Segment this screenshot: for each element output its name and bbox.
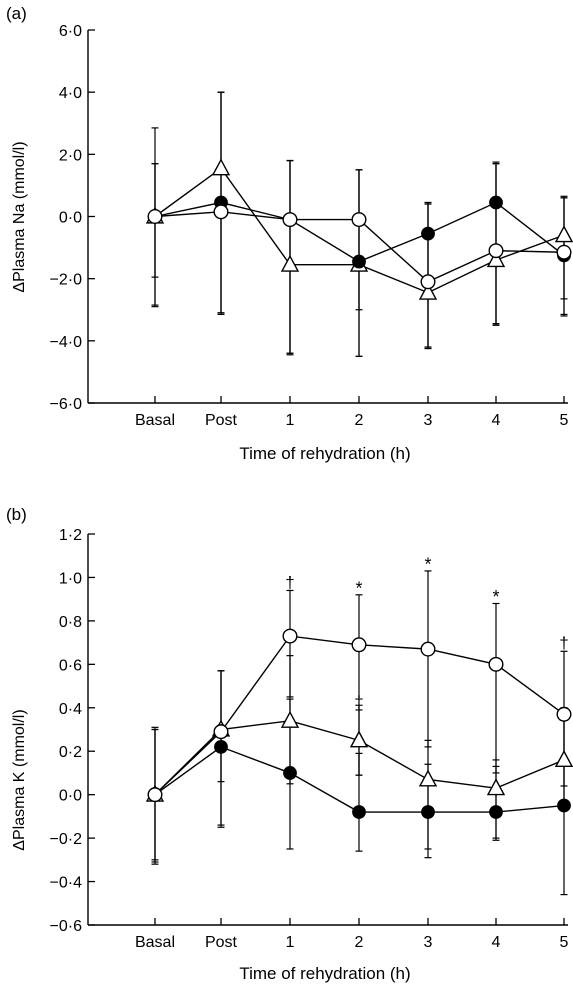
x-tick-label: 1	[286, 412, 295, 429]
significance-marker: †	[559, 634, 568, 653]
y-tick-label: −0·4	[50, 875, 83, 892]
y-tick-label: 0·0	[59, 788, 82, 805]
significance-marker: *	[424, 554, 431, 574]
data-point-filled-circle	[421, 805, 435, 819]
data-point-open-triangle	[486, 778, 506, 796]
data-point-open-triangle	[554, 225, 573, 243]
y-tick-label: 0·4	[59, 701, 82, 718]
data-point-open-triangle	[418, 282, 438, 300]
data-point-open-circle	[420, 641, 436, 657]
x-tick-label: 3	[424, 934, 433, 951]
panel-a-y-axis-title: ΔPlasma Na (mmol/l)	[11, 141, 28, 292]
x-tick-label: 4	[492, 934, 501, 951]
data-point-open-circle	[420, 274, 436, 290]
data-point-open-triangle	[211, 158, 231, 176]
data-point-open-triangle	[486, 250, 506, 268]
x-tick-label: Post	[205, 412, 238, 429]
x-tick-label: 3	[424, 412, 433, 429]
y-tick-label: −0·6	[50, 918, 83, 935]
panel-b-x-axis-title: Time of rehydration (h)	[239, 964, 410, 983]
y-tick-label: 1·0	[59, 570, 82, 587]
y-tick-label: 0·8	[59, 614, 82, 631]
significance-marker: ‡	[354, 692, 363, 711]
y-tick-label: 0·6	[59, 657, 82, 674]
data-point-open-circle	[556, 706, 572, 722]
x-tick-label: Basal	[135, 934, 175, 951]
x-tick-label: 2	[355, 934, 364, 951]
data-point-open-circle	[147, 208, 163, 224]
y-tick-label: 6·0	[59, 23, 82, 40]
y-tick-label: 2·0	[59, 147, 82, 164]
data-point-open-circle	[488, 243, 504, 259]
data-point-filled-circle	[489, 805, 503, 819]
panel-a-plot-area: −6·0 −4·0 −2·0 0·0 2·0 4·0 6·0 Basal Post 1 2 3 4 5	[50, 23, 573, 429]
x-tick-label: 5	[560, 934, 569, 951]
y-tick-label: −6·0	[50, 396, 83, 413]
data-point-open-circle	[488, 656, 504, 672]
panel-a-label: (a)	[6, 4, 27, 23]
significance-marker: *	[492, 587, 499, 607]
data-point-open-circle	[351, 212, 367, 228]
data-point-filled-circle	[352, 254, 366, 269]
data-point-open-circle	[147, 787, 163, 803]
data-point-filled-circle	[557, 798, 571, 813]
data-point-open-circle	[282, 212, 298, 228]
y-tick-label: 4·0	[59, 85, 82, 102]
y-tick-label: −4·0	[50, 334, 83, 351]
data-point-filled-circle	[489, 195, 503, 210]
y-tick-label: 0·0	[59, 210, 82, 227]
y-tick-label: 1·2	[59, 527, 82, 544]
data-point-open-circle	[351, 637, 367, 653]
data-point-open-triangle	[280, 710, 300, 728]
significance-marker: *	[355, 578, 362, 598]
panel-a: (a) ΔPlasma Na (mmol/l) Time of rehydrat…	[6, 4, 573, 463]
x-tick-label: 4	[492, 412, 501, 429]
data-point-open-triangle	[554, 749, 573, 767]
data-point-filled-circle	[283, 766, 297, 780]
x-tick-label: Post	[205, 934, 238, 951]
data-point-open-circle	[556, 244, 572, 260]
x-tick-label: 1	[286, 934, 295, 951]
significance-marker: †	[285, 573, 294, 592]
panel-b: (b) ΔPlasma K (mmol/l) Time of rehydrati…	[6, 505, 573, 983]
data-point-open-triangle	[280, 254, 300, 272]
x-tick-label: 5	[560, 412, 569, 429]
data-point-filled-circle	[421, 226, 435, 241]
data-point-open-triangle	[349, 730, 369, 748]
panel-a-x-axis-title: Time of rehydration (h)	[239, 444, 410, 463]
y-tick-label: 0·2	[59, 744, 82, 761]
y-tick-label: −0·2	[50, 831, 83, 848]
data-point-open-circle	[213, 204, 229, 220]
x-tick-label: Basal	[135, 412, 175, 429]
data-point-filled-circle	[214, 739, 228, 754]
panel-b-label: (b)	[6, 505, 27, 524]
panel-b-y-axis-title: ΔPlasma K (mmol/l)	[11, 709, 28, 850]
data-point-filled-circle	[352, 805, 366, 819]
data-point-open-circle	[282, 628, 298, 644]
data-point-open-triangle	[418, 769, 438, 787]
panel-b-plot-area: −0·6 −0·4 −0·2 0·0 0·2 0·4 0·6 0·8 1·0 1·2 Basal Po…	[50, 527, 573, 951]
data-point-open-circle	[213, 724, 229, 740]
x-tick-label: 2	[355, 412, 364, 429]
y-tick-label: −2·0	[50, 272, 83, 289]
